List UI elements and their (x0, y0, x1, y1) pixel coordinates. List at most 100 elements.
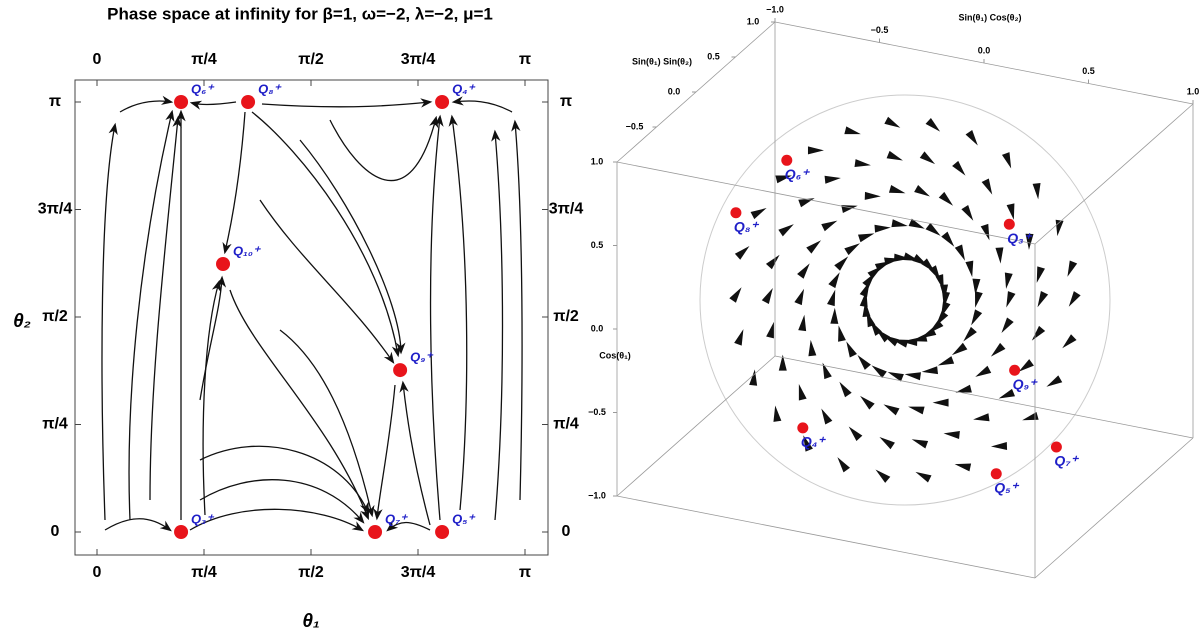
flow-arrow (1006, 291, 1015, 307)
flow-arrow (844, 126, 860, 134)
flow-arrow (944, 431, 960, 439)
flow-arrow (887, 151, 903, 161)
point-label: Q₃⁺ (191, 511, 215, 526)
flow-arrow (858, 233, 874, 242)
flow-arrow (1007, 203, 1015, 219)
flow-arrow (839, 382, 851, 397)
flow-arrow (1032, 326, 1045, 341)
flow-arrow (729, 287, 741, 302)
flow-arrow (941, 232, 954, 247)
fixed-point (781, 155, 792, 166)
x-tick-label: −0.5 (871, 25, 889, 35)
y-tick-label: π/4 (42, 416, 68, 433)
x-tick-label: −1.0 (766, 4, 784, 14)
flow-arrow (865, 192, 881, 200)
flow-arrow (920, 151, 935, 164)
x-tick-label: 3π/4 (401, 51, 436, 68)
flow-arrow (961, 205, 973, 221)
fixed-point (241, 95, 255, 109)
flow-arrow (905, 372, 921, 380)
flow-arrow (734, 329, 743, 345)
y-tick-label: 0 (51, 523, 60, 540)
flow-arrow (955, 464, 971, 472)
flow-arrow (952, 161, 965, 176)
y-tick-label: π/4 (553, 416, 579, 433)
fixed-point (174, 95, 188, 109)
y-axis-label: Sin(θ₁) Sin(θ₂) (632, 56, 692, 66)
flow-arrow (938, 356, 954, 365)
y-tick-label: 3π/4 (549, 201, 584, 218)
y-tick-label: 0.0 (668, 86, 681, 96)
plot-frame (75, 80, 548, 555)
flow-arrow (854, 159, 870, 167)
x-tick-label: π (519, 51, 531, 68)
flow-arrow (891, 219, 907, 227)
flow-arrow (860, 396, 875, 410)
point-label: Q₃⁺ (1007, 230, 1032, 246)
flow-arrow (821, 221, 837, 232)
figure: Phase space at infinity for β=1, ω=−2, λ… (0, 0, 1200, 640)
flow-arrow (875, 470, 890, 483)
fixed-point (1009, 365, 1020, 376)
flow-arrow (975, 366, 991, 377)
flow-arrow (973, 413, 989, 421)
point-label: Q₅⁺ (452, 511, 476, 526)
flow-arrow (806, 240, 821, 253)
point-label: Q₇⁺ (385, 511, 409, 526)
flow-arrow (808, 340, 816, 356)
flow-arrow (1033, 183, 1041, 199)
flow-arrow (751, 208, 767, 219)
flow-arrow (879, 437, 895, 449)
point-label: Q₉⁺ (410, 350, 434, 365)
flow-arrow (912, 439, 928, 448)
fixed-point (368, 525, 382, 539)
flow-arrow (965, 261, 973, 277)
flow-arrow (922, 366, 938, 374)
sphere-flow (700, 95, 1110, 505)
point-label: Q₇⁺ (1054, 453, 1079, 469)
flow-arrow (914, 185, 930, 196)
flow-arrow (952, 343, 967, 355)
y-tick-label: 1.0 (747, 16, 760, 26)
flow-arrow (991, 343, 1006, 357)
flow-arrow (823, 363, 832, 379)
flow-arrow (1002, 152, 1011, 168)
fixed-point (393, 363, 407, 377)
fixed-point (730, 207, 741, 218)
z-tick-label: −0.5 (588, 407, 606, 417)
x-tick-label: π/4 (191, 51, 217, 68)
flow-arrow (1019, 359, 1034, 372)
x-tick-label: π (519, 564, 531, 581)
box-edge (617, 496, 1035, 578)
fixed-point (216, 257, 230, 271)
y-tick-label: π/2 (42, 308, 68, 325)
flow-arrow (1069, 291, 1081, 307)
point-label: Q₄⁺ (452, 81, 476, 96)
flow-arrow (798, 315, 806, 331)
flow-arrow (830, 308, 838, 324)
flow-arrow (766, 322, 774, 338)
x-axis-label: θ₁ (302, 611, 319, 632)
flow-arrow (858, 355, 871, 370)
flow-arrow (797, 263, 810, 278)
x-tick-label: 0.5 (1082, 66, 1095, 76)
y-tick-label: π (49, 93, 61, 110)
flow-arrow (1046, 375, 1062, 386)
fixed-point (435, 525, 449, 539)
flow-arrow (909, 219, 925, 229)
fixed-point (1004, 219, 1015, 230)
flow-arrow (799, 384, 807, 400)
streamlines (102, 101, 522, 530)
flow-arrow (762, 288, 773, 304)
flow-arrow (1001, 318, 1013, 334)
x-tick-label: π/2 (298, 564, 324, 581)
flow-arrow (849, 426, 863, 441)
box-edge (617, 162, 1035, 244)
point-label: Q₁₀⁺ (233, 243, 262, 258)
z-tick-label: −1.0 (588, 490, 606, 500)
flow-arrow (1037, 266, 1045, 282)
x-tick-label: 1.0 (1187, 86, 1200, 96)
x-tick-label: 0 (93, 51, 102, 68)
flow-arrow (828, 272, 839, 288)
box-edge (1035, 104, 1193, 244)
